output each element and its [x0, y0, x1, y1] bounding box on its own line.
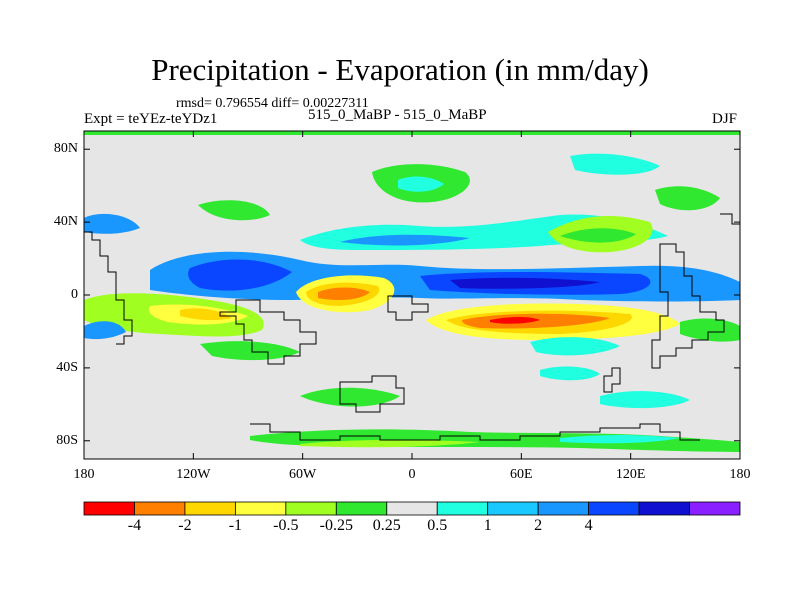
x-tick-label: 180 [73, 467, 95, 482]
coastline-west-africa [387, 295, 429, 321]
field-northeast-pacific-green [198, 200, 270, 221]
colorbar-label: 1 [483, 517, 492, 534]
field-north-atlantic-cyan [398, 176, 444, 192]
field-south-pacific-green [200, 341, 300, 361]
coastline-antarctica [250, 423, 700, 441]
colorbar-box [234, 501, 287, 516]
field-central-pacific-darkblue [188, 259, 292, 291]
field-asia-green [560, 228, 636, 243]
x-tick-label: 180 [729, 467, 751, 482]
field-southern-ocean-green [300, 387, 400, 407]
coastline-northeast-asia [720, 213, 740, 225]
colorbar-box [285, 501, 337, 516]
contour-fields [84, 131, 740, 452]
y-tick-label: 0 [71, 287, 78, 302]
colorbar-box [134, 501, 186, 516]
field-mid-latitude-blue [340, 234, 470, 246]
x-tick-label: 60W [289, 467, 317, 482]
field-southern-ocean-cyan [600, 391, 690, 409]
colorbar-box [487, 501, 539, 516]
field-antarctic-cyan [560, 435, 680, 444]
field-atlantic-positive-core [318, 287, 370, 300]
colorbar-box [689, 501, 741, 516]
field-indian-positive-red [490, 317, 540, 324]
colorbar-box [638, 501, 690, 516]
season-label: DJF [712, 111, 738, 127]
field-antarctic-yellowgreen [300, 440, 480, 448]
colorbar-label: -4 [127, 517, 142, 534]
colorbar-label: -0.5 [273, 517, 299, 534]
field-spcz-gold [180, 308, 232, 321]
field-southwest-pacific-blue [84, 321, 126, 340]
coastline-madagascar [603, 367, 621, 393]
field-warm-pool-core [450, 277, 600, 289]
colorbar-label: -2 [178, 517, 192, 534]
x-tick-label: 60E [510, 467, 533, 482]
map-area [83, 130, 741, 460]
colorbar-box [83, 501, 135, 516]
colorbar-box [588, 501, 640, 516]
stats-subtitle: rmsd= 0.796554 diff= 0.00227311 [176, 96, 369, 111]
x-tick-label: 120W [176, 467, 211, 482]
field-south-indian-cyan [530, 337, 620, 356]
map-title: Precipitation - Evaporation (in mm/day) [151, 52, 649, 87]
colorbar-label: 0.25 [372, 517, 401, 534]
colorbar-box [386, 501, 438, 516]
field-kamchatka-green [655, 186, 720, 211]
x-tick-label: 120E [615, 467, 646, 482]
experiment-label: Expt = teYEz-teYDz1 [84, 111, 218, 127]
coastline-western-continent [84, 231, 133, 345]
y-tick-label: 80N [53, 141, 78, 157]
y-tick-label: 40N [53, 214, 78, 230]
colorbar [83, 501, 741, 516]
x-tick-label: 0 [408, 467, 416, 482]
runs-label: 515_0_MaBP - 515_0_MaBP [308, 107, 487, 123]
field-westpac-north-blue [84, 213, 140, 234]
coastline-asia-australia [651, 243, 725, 369]
colorbar-box [184, 501, 236, 516]
y-tick-label: 40S [56, 359, 78, 375]
colorbar-label: -0.25 [319, 517, 353, 534]
coastlines [84, 213, 740, 441]
colorbar-box [335, 501, 388, 516]
colorbar-label: 0.5 [427, 517, 448, 534]
colorbar-box [436, 501, 489, 516]
colorbar-label: 2 [534, 517, 543, 534]
field-siberia-cyan [570, 153, 660, 175]
coastline-south-america [219, 299, 317, 365]
colorbar-label: 4 [584, 517, 593, 534]
colorbar-label: -1 [228, 517, 243, 534]
colorbar-box [537, 501, 590, 516]
field-east-australia-green [680, 318, 740, 342]
field-southern-indian-cyan [540, 366, 600, 381]
axis-ticks [83, 131, 741, 459]
coastline-southern-island [339, 375, 405, 413]
y-tick-label: 80S [56, 432, 78, 448]
